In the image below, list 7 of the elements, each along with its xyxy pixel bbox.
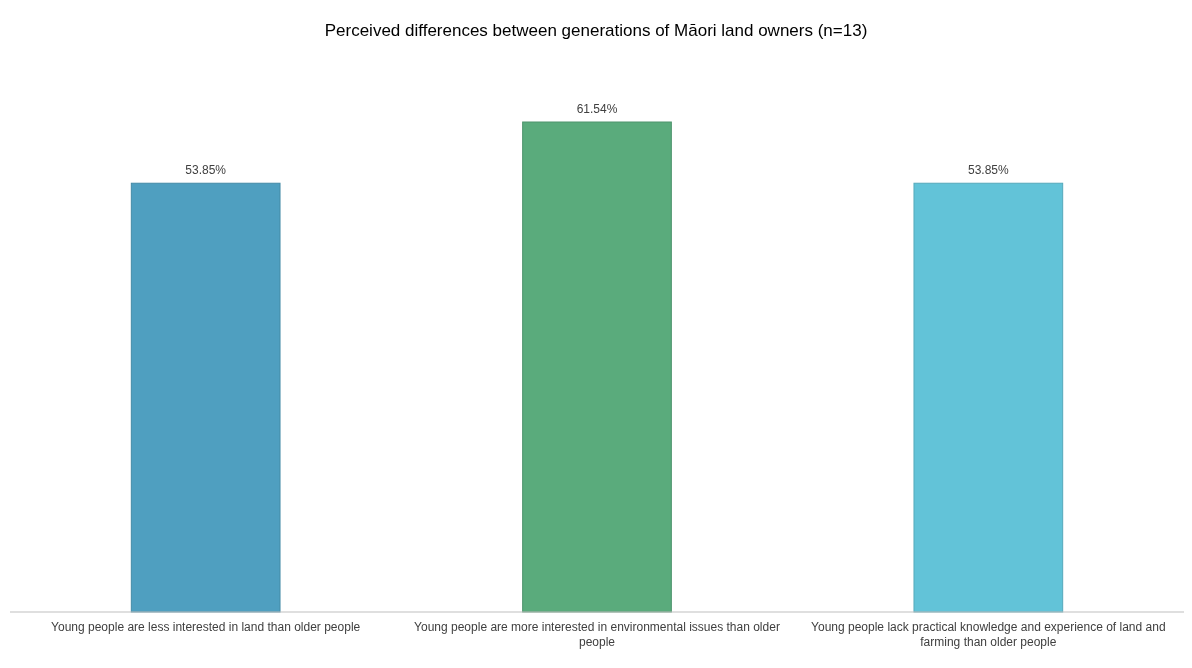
x-tick-label: Young people are less interested in land than older people — [51, 620, 361, 634]
data-label: 53.85% — [967, 163, 1010, 178]
x-tick-label: Young people lack practical knowledge and experience of land and farming than older people — [811, 620, 1166, 649]
chart-title: Perceived differences between generations of Māori land owners (n=13) — [324, 21, 868, 40]
x-tick-label: Young people are more interested in environmental issues than older people — [414, 620, 780, 649]
data-label: 53.85% — [185, 163, 227, 178]
data-label: 61.54% — [576, 102, 618, 116]
